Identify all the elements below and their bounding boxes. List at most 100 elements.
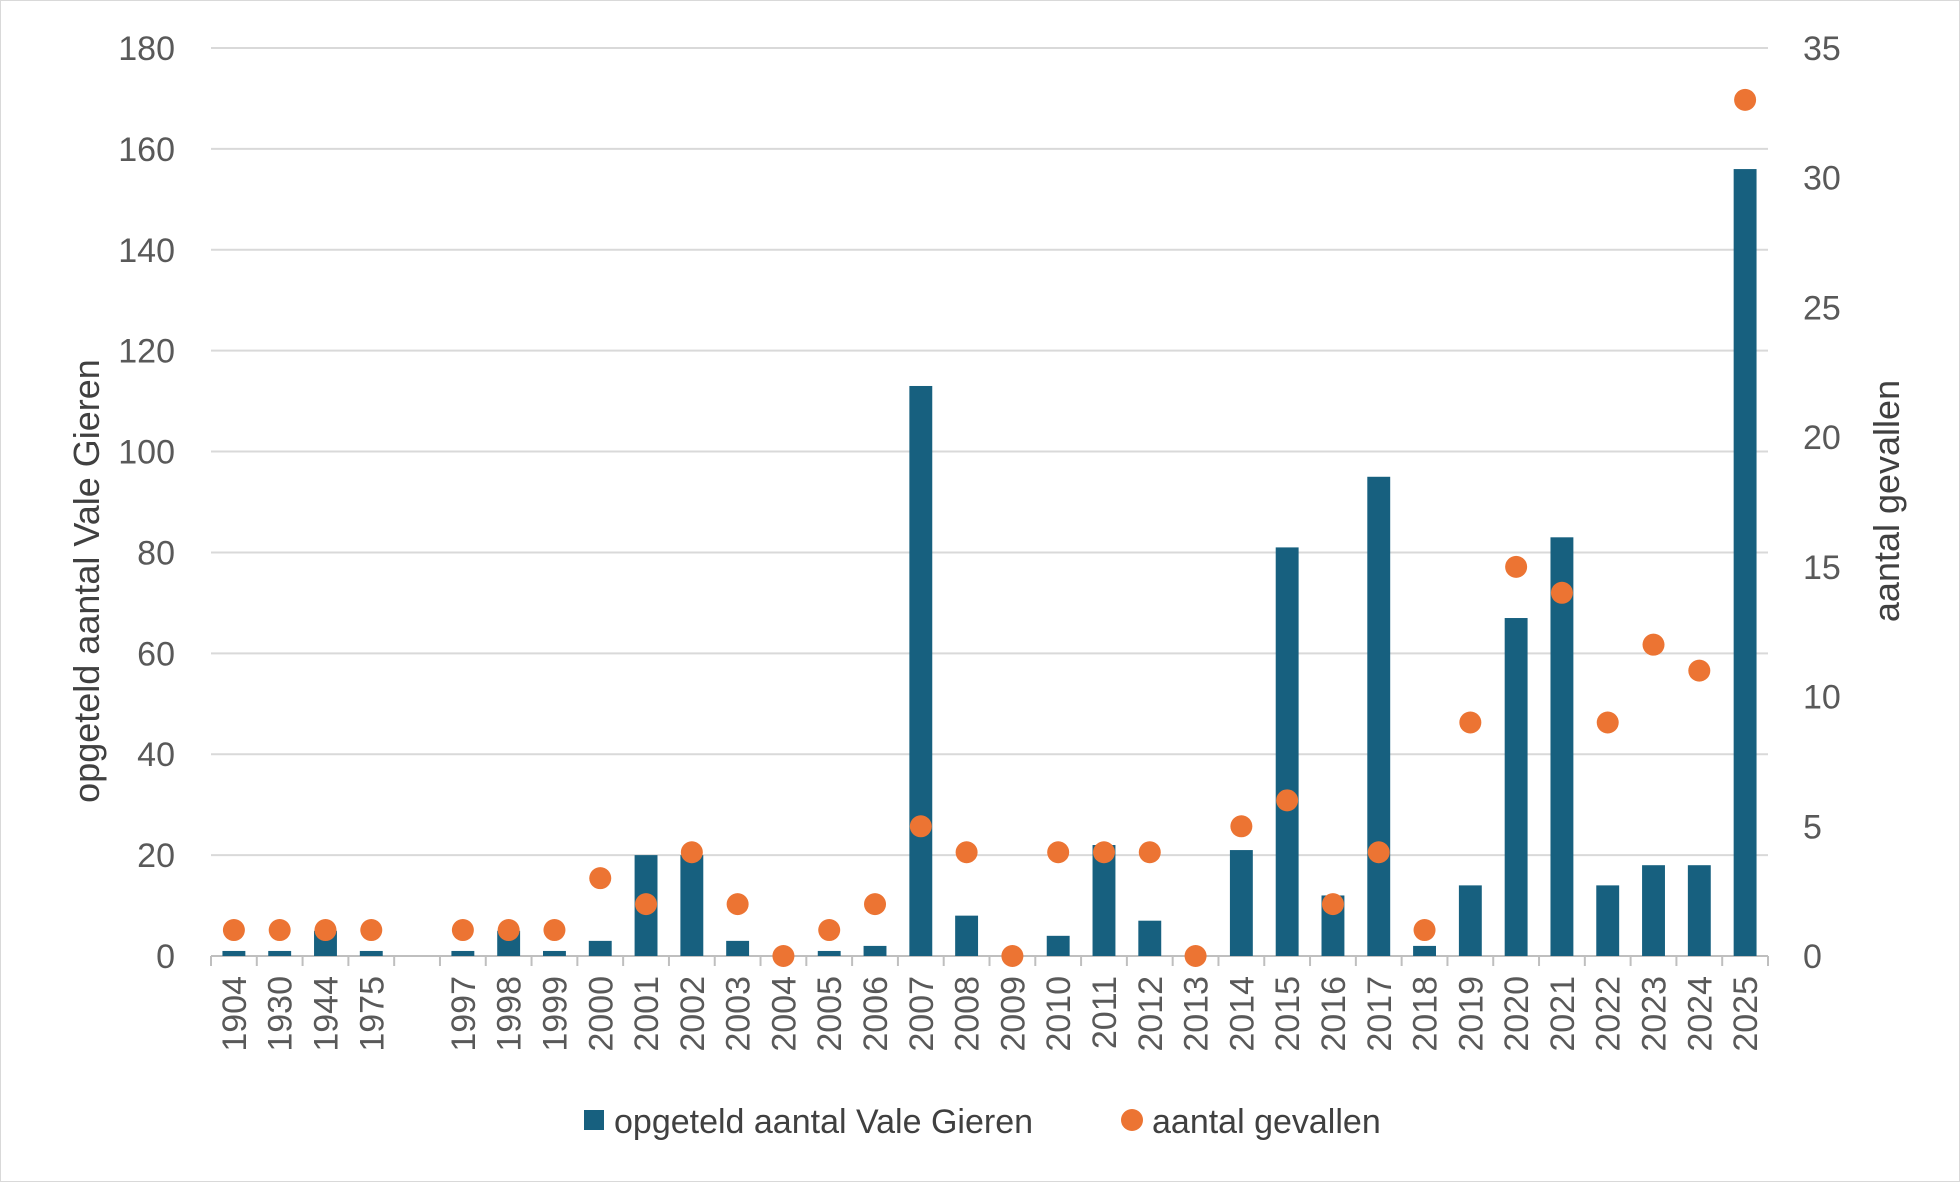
y-tick-label: 20 — [137, 837, 175, 875]
x-tick-label: 1975 — [353, 976, 391, 1052]
bar — [955, 915, 979, 956]
x-axis: 1904 1930 1944 1975 1997 1998 1999 2000 2001 2002… — [210, 956, 1769, 1052]
y-axis-right: 0 5 10 15 20 25 30 35 — [1803, 30, 1841, 976]
data-point — [635, 893, 658, 916]
y2-tick-label: 20 — [1803, 419, 1841, 457]
x-tick-label: 2015 — [1269, 976, 1307, 1052]
bar — [1596, 885, 1620, 956]
data-point — [1230, 815, 1253, 838]
x-tick-label: 2011 — [1086, 976, 1124, 1049]
x-tick-label: 2010 — [1040, 976, 1078, 1052]
x-tick-label: 2004 — [765, 976, 803, 1052]
y-axis-title: opgeteld aantal Vale Gieren — [66, 359, 107, 803]
bar — [543, 950, 566, 956]
data-point — [543, 919, 566, 942]
y2-tick-label: 25 — [1803, 289, 1841, 327]
bar — [1138, 920, 1162, 956]
data-point — [1321, 893, 1344, 916]
bar — [863, 945, 887, 956]
y2-axis-title: aantal gevallen — [1866, 380, 1907, 622]
x-tick-label: 2013 — [1178, 976, 1216, 1052]
y-tick-label: 140 — [118, 232, 175, 270]
data-point — [268, 919, 291, 942]
bar — [1367, 476, 1391, 956]
x-tick-label: 1930 — [262, 976, 300, 1052]
data-point — [864, 893, 887, 916]
data-point — [1505, 555, 1528, 578]
data-point — [1734, 88, 1757, 111]
bar — [817, 950, 841, 956]
x-tick-label: 2008 — [949, 976, 987, 1052]
y-tick-label: 80 — [137, 534, 175, 572]
data-point — [1092, 841, 1115, 864]
x-tick-label: 2002 — [674, 976, 712, 1052]
x-tick-label: 2025 — [1727, 976, 1765, 1052]
y2-tick-label: 35 — [1803, 30, 1841, 68]
x-tick-label: 2001 — [628, 976, 666, 1052]
data-point — [680, 841, 703, 864]
data-point — [1550, 581, 1573, 604]
y-tick-label: 160 — [118, 131, 175, 169]
bar — [222, 950, 246, 956]
x-tick-label: 2006 — [857, 976, 895, 1052]
x-tick-label: 2014 — [1223, 976, 1261, 1052]
data-point — [1596, 711, 1619, 734]
bar — [1687, 865, 1711, 956]
y-tick-label: 40 — [137, 736, 175, 774]
x-tick-label: 1999 — [536, 976, 574, 1052]
data-point — [1367, 841, 1390, 864]
bar — [1046, 935, 1070, 956]
legend-dot-swatch — [1121, 1109, 1143, 1131]
bar — [1275, 547, 1299, 956]
bar — [1550, 537, 1574, 956]
data-point — [451, 919, 474, 942]
bar-series — [222, 169, 1757, 957]
x-tick-label: 2024 — [1681, 976, 1719, 1052]
data-point — [1459, 711, 1482, 734]
y2-tick-label: 0 — [1803, 938, 1822, 976]
data-point — [909, 815, 932, 838]
data-point — [1688, 659, 1711, 682]
y-axis-left: 0 20 40 60 80 100 120 140 160 180 — [118, 30, 175, 976]
bar — [1092, 845, 1116, 956]
data-point — [1276, 789, 1299, 812]
y2-tick-label: 15 — [1803, 549, 1841, 587]
legend-bar-label: opgeteld aantal Vale Gieren — [614, 1103, 1033, 1141]
x-tick-label: 1997 — [445, 976, 483, 1052]
bar — [1504, 618, 1528, 956]
x-tick-label: 2000 — [582, 976, 620, 1052]
x-tick-label: 2017 — [1361, 976, 1399, 1052]
data-point — [1138, 841, 1161, 864]
y-tick-label: 180 — [118, 30, 175, 68]
bar — [1733, 169, 1757, 957]
y2-tick-label: 30 — [1803, 160, 1841, 198]
x-tick-label: 1998 — [491, 976, 529, 1052]
bar — [451, 950, 475, 956]
x-tick-label: 2022 — [1590, 976, 1628, 1052]
data-point — [1413, 919, 1436, 942]
bar — [1413, 945, 1436, 956]
bar — [1642, 865, 1665, 956]
x-tick-label: 2005 — [811, 976, 849, 1052]
data-point — [1001, 945, 1024, 967]
legend: opgeteld aantal Vale Gieren aantal geval… — [584, 1103, 1381, 1141]
x-tick-label: 2012 — [1132, 976, 1170, 1052]
x-tick-label: 2019 — [1452, 976, 1490, 1052]
gridlines — [211, 47, 1768, 957]
data-point — [589, 867, 612, 890]
bar — [1458, 885, 1482, 956]
x-tick-label: 2021 — [1544, 976, 1582, 1052]
bar — [909, 385, 933, 956]
bar — [680, 855, 704, 956]
bar — [359, 950, 383, 956]
data-point — [1642, 633, 1665, 656]
x-tick-label: 2016 — [1315, 976, 1353, 1052]
x-tick-label: 2023 — [1636, 976, 1674, 1052]
point-series — [222, 88, 1757, 967]
y-tick-label: 60 — [137, 635, 175, 673]
data-point — [360, 919, 383, 942]
y-tick-label: 0 — [156, 938, 175, 976]
data-point — [1047, 841, 1070, 864]
